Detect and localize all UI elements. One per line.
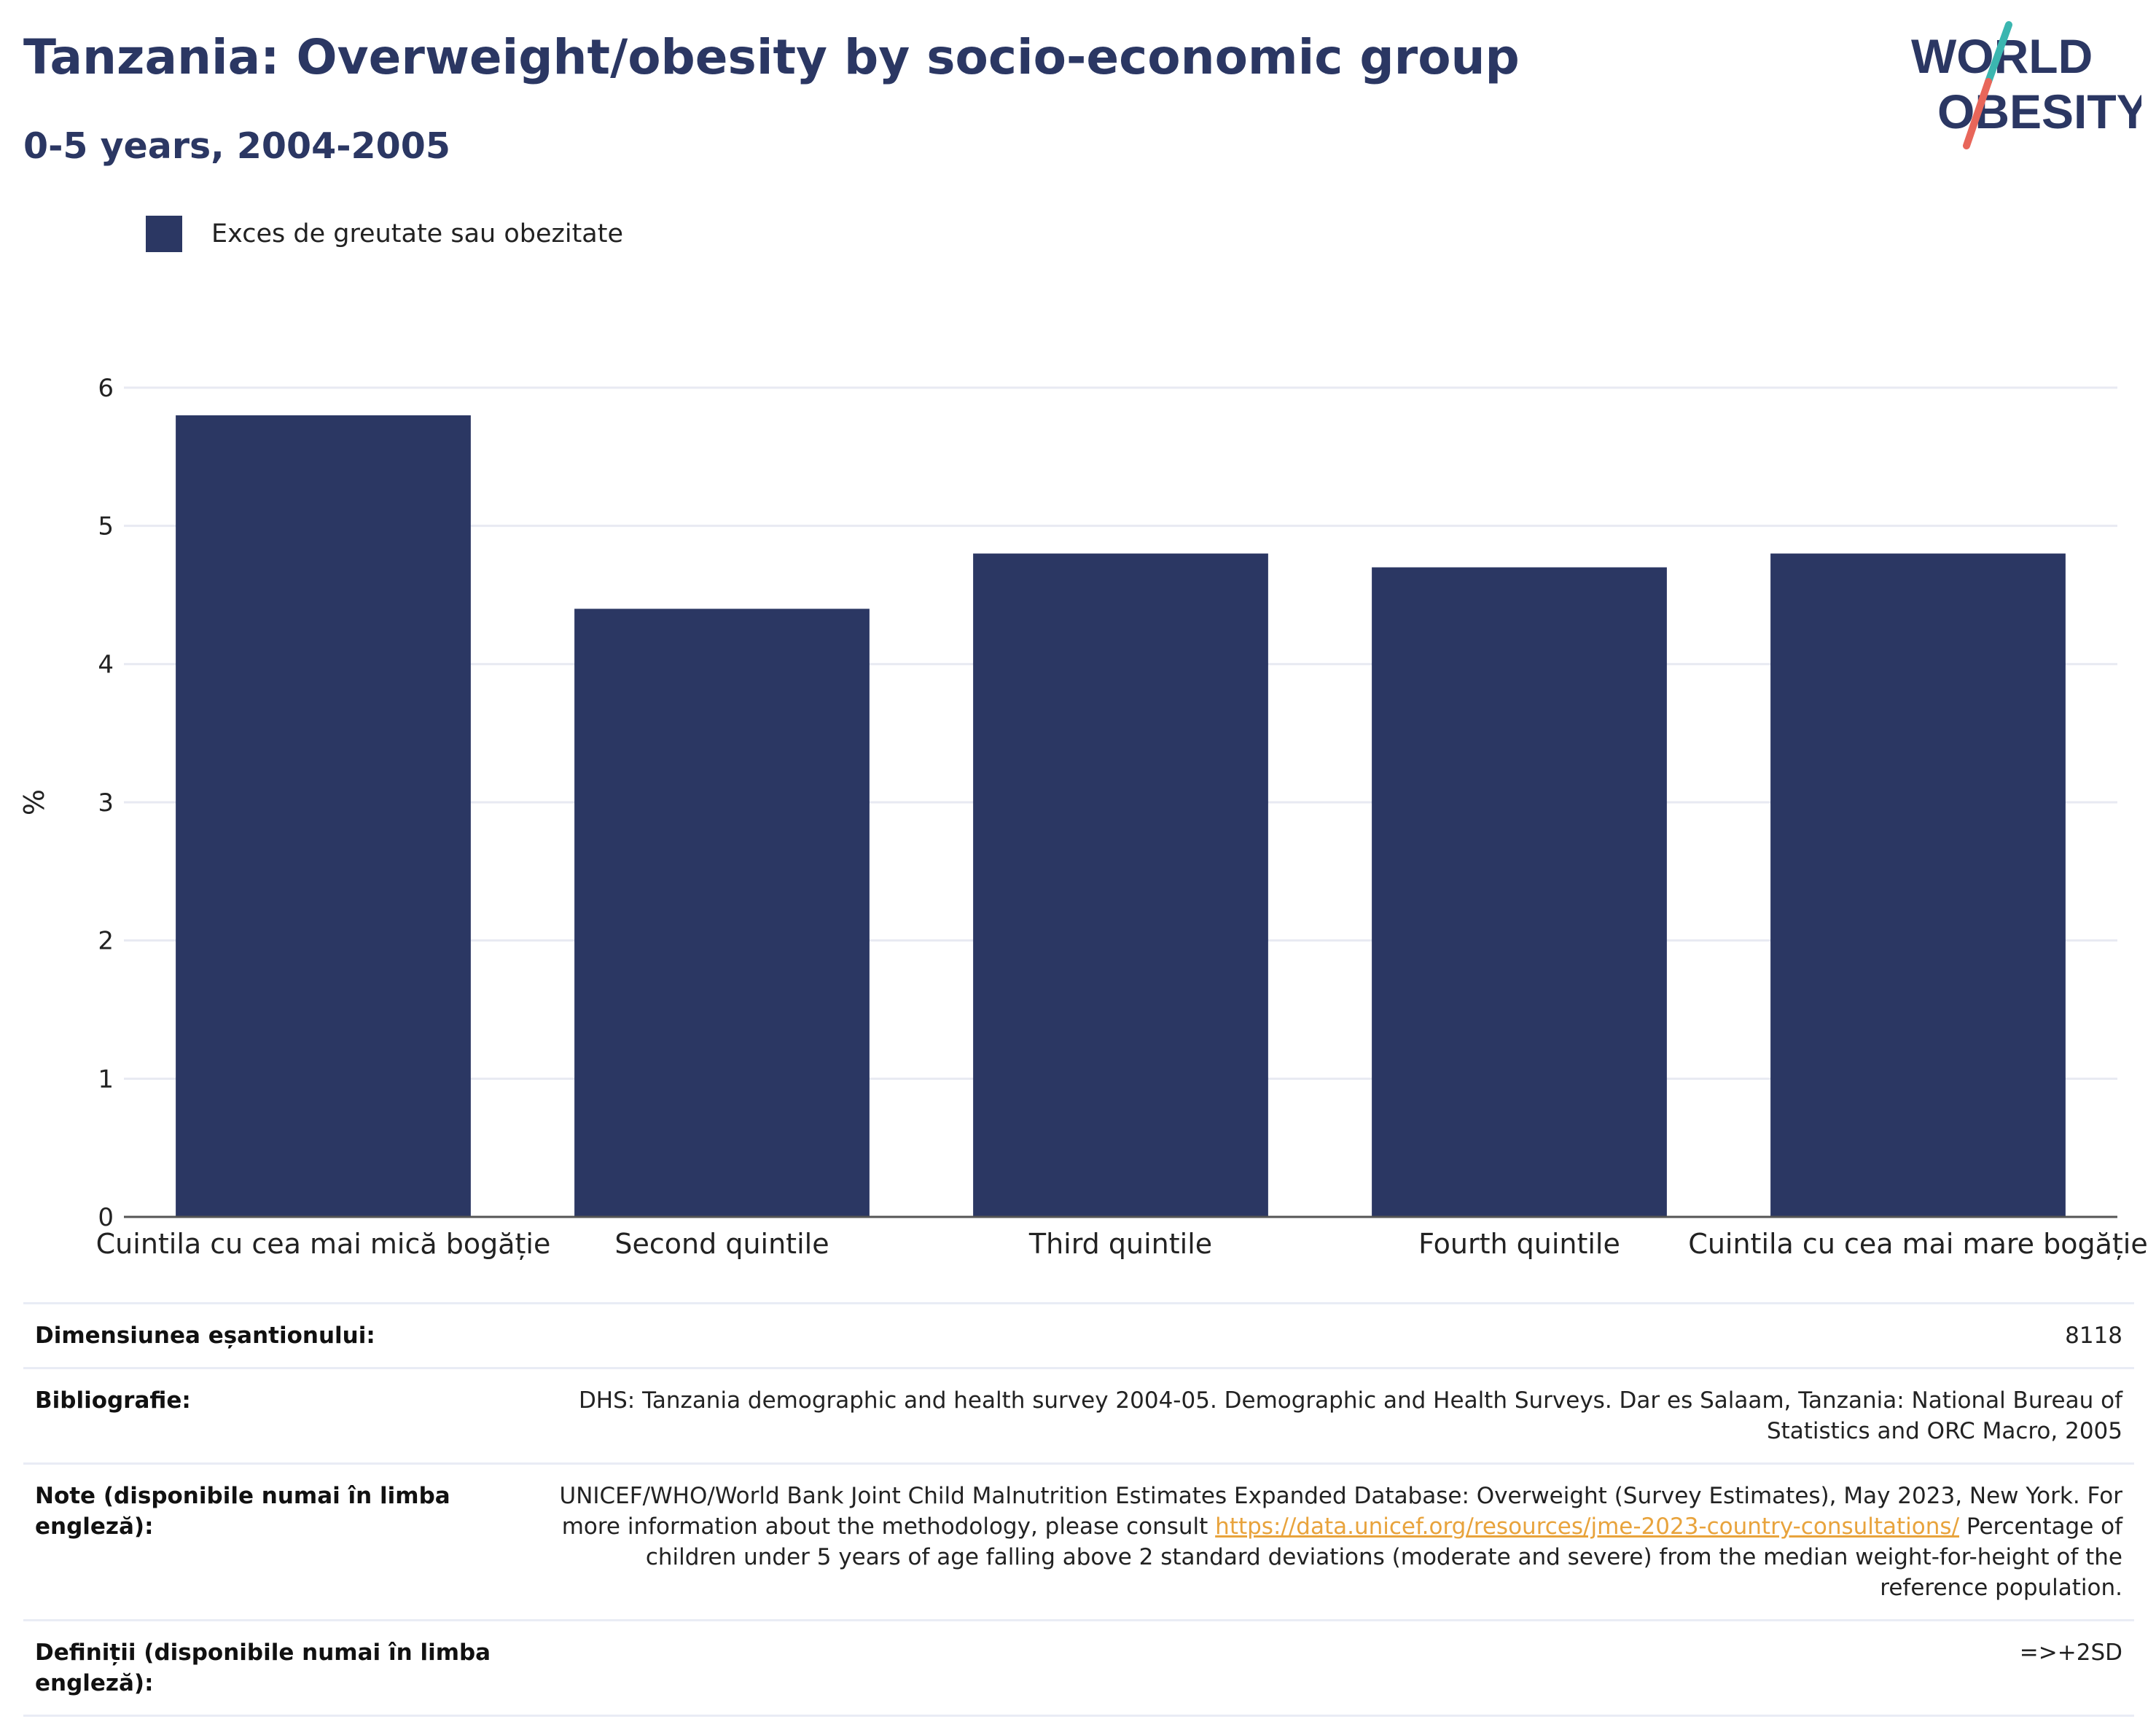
world-obesity-logo: WORLD OBESITY (1911, 21, 2141, 149)
y-tick-label: 6 (98, 374, 114, 403)
info-row-bibliography: Bibliografie: DHS: Tanzania demographic … (23, 1367, 2134, 1462)
bar (176, 415, 471, 1217)
methodology-link[interactable]: https://data.unicef.org/resources/jme-20… (1215, 1513, 1960, 1540)
bar (1372, 567, 1667, 1217)
x-tick-label: Cuintila cu cea mai mică bogăție (96, 1228, 551, 1260)
y-tick-label: 0 (98, 1203, 114, 1232)
info-row-definitions: Definiții (disponibile numai în limba en… (23, 1619, 2134, 1717)
info-value-bibliography: DHS: Tanzania demographic and health sur… (578, 1387, 2122, 1444)
info-label-bibliography: Bibliografie: (35, 1387, 191, 1414)
y-tick-label: 2 (98, 927, 114, 956)
y-tick-label: 1 (98, 1065, 114, 1094)
chart-subtitle: 0-5 years, 2004-2005 (23, 125, 450, 167)
logo-slash-red (1963, 78, 1992, 149)
bar (574, 608, 870, 1217)
x-tick-label: Fourth quintile (1418, 1228, 1620, 1260)
info-value-sample-size: 8118 (2065, 1323, 2122, 1349)
notes-text-before: UNICEF/WHO/World Bank Joint Child Malnut… (559, 1483, 2123, 1540)
bar-chart: 0 1 2 3 4 5 6% Cuintila cu cea mai mică bogăție… (18, 374, 2148, 1260)
info-table: Dimensiunea eșantionului: 8118 Bibliogra… (23, 1302, 2134, 1717)
info-value-notes: UNICEF/WHO/World Bank Joint Child Malnut… (555, 1481, 2123, 1603)
x-tick-label: Cuintila cu cea mai mare bogăție (1688, 1228, 2147, 1260)
info-label-definitions: Definiții (disponibile numai în limba en… (35, 1640, 491, 1696)
x-tick-label: Second quintile (614, 1228, 829, 1260)
bar (1770, 553, 2066, 1217)
notes-text-after: Percentage of children under 5 years of … (645, 1513, 2122, 1601)
info-label-sample-size: Dimensiunea eșantionului: (35, 1323, 375, 1349)
y-tick-label: 3 (98, 788, 114, 818)
bar (973, 553, 1268, 1217)
info-row-notes: Note (disponibile numai în limba engleză… (23, 1462, 2134, 1619)
legend-swatch (146, 216, 182, 252)
info-label-notes: Note (disponibile numai în limba engleză… (35, 1483, 450, 1540)
chart-title: Tanzania: Overweight/obesity by socio-ec… (23, 29, 1520, 85)
legend-label: Exces de greutate sau obezitate (211, 219, 624, 248)
info-value-definitions: =>+2SD (2019, 1640, 2122, 1666)
y-axis-title: % (18, 789, 50, 815)
logo-slash-teal (1985, 21, 2012, 85)
y-tick-label: 5 (98, 512, 114, 541)
x-tick-label: Third quintile (1028, 1228, 1212, 1260)
chart-legend[interactable]: Exces de greutate sau obezitate (146, 216, 623, 252)
info-row-sample-size: Dimensiunea eșantionului: 8118 (23, 1302, 2134, 1367)
y-tick-label: 4 (98, 650, 114, 679)
